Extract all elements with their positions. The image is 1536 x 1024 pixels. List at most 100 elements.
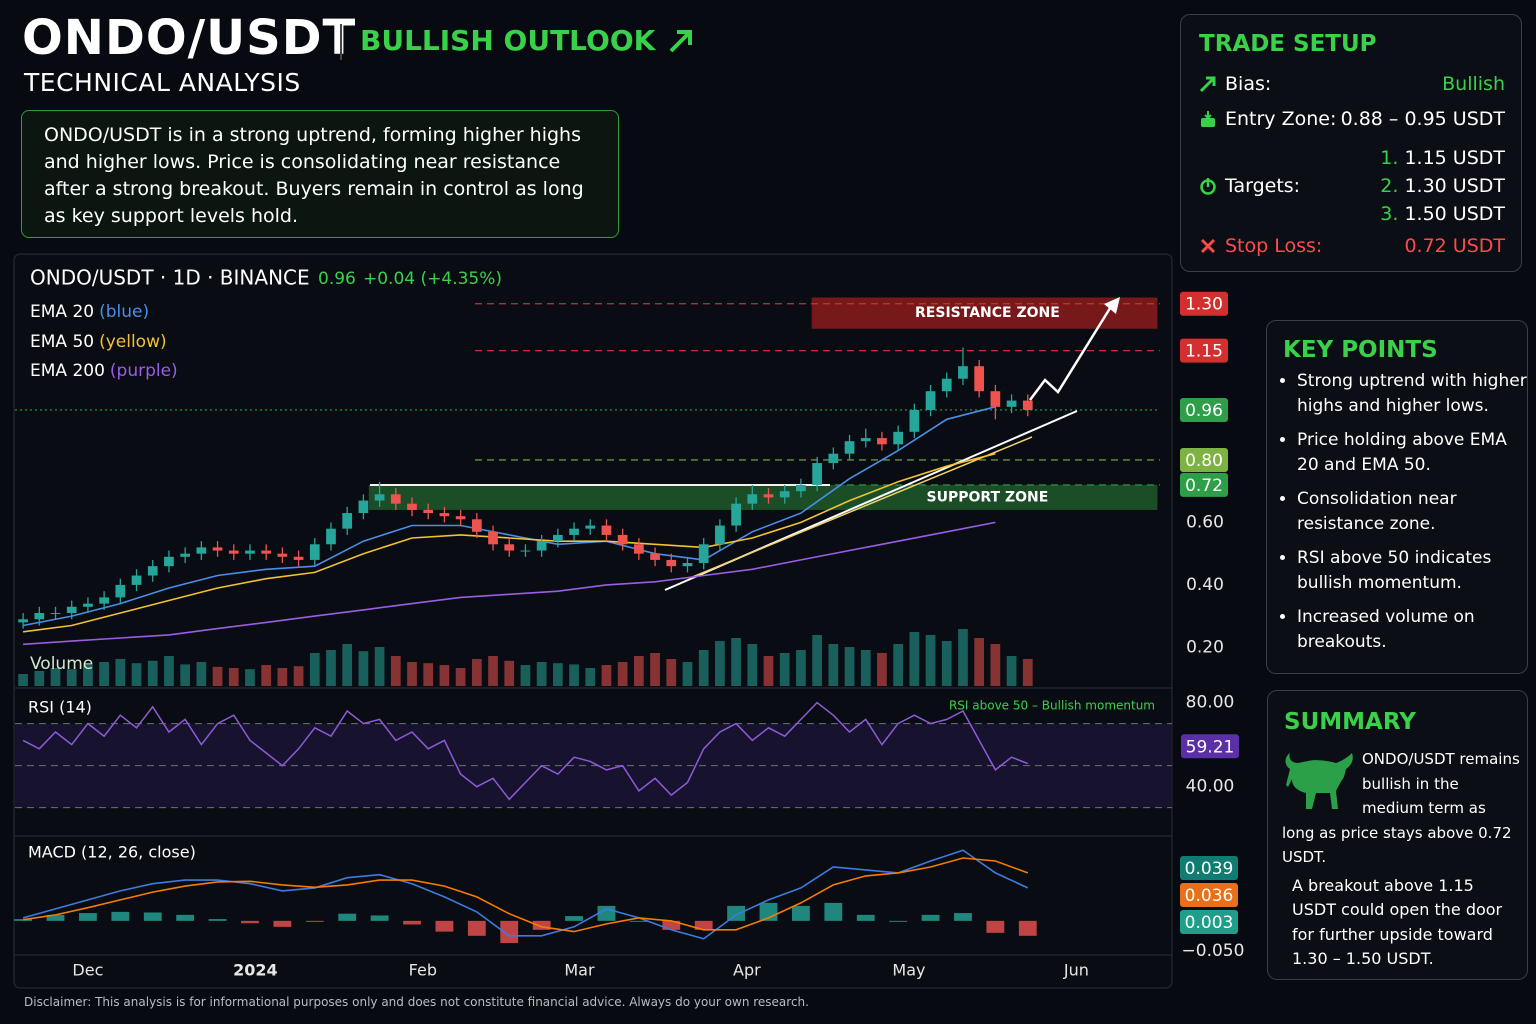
ema-line: [22, 406, 996, 627]
volume-bar: [34, 671, 45, 686]
candle-body: [488, 531, 498, 545]
volume-bar: [293, 666, 304, 686]
ema-legend: EMA 20 (blue) EMA 50 (yellow) EMA 200 (purple…: [30, 298, 178, 387]
x-tick-label: 2024: [233, 961, 278, 980]
candle-body: [650, 553, 660, 560]
histogram-bar: [46, 914, 65, 921]
label: Bias:: [1225, 73, 1272, 95]
candle-body: [50, 613, 61, 615]
histogram-bar: [176, 914, 195, 921]
x-tick-label: Dec: [72, 961, 103, 980]
histogram-bar: [694, 920, 713, 930]
volume-bar: [731, 638, 741, 686]
trendline: [689, 436, 1033, 579]
label: Targets:: [1225, 175, 1301, 197]
volume-bar: [650, 653, 660, 686]
macd-badge: [1180, 883, 1238, 907]
title-separator: [340, 24, 342, 60]
x-tick-label: Feb: [409, 961, 437, 980]
volume-bar: [439, 665, 450, 686]
histogram-bar: [370, 915, 389, 921]
key-point: Price holding above EMA 20 and EMA 50.: [1297, 428, 1527, 478]
candle-body: [277, 553, 288, 557]
zone: [368, 484, 1158, 510]
candle-body: [974, 366, 985, 392]
rsi-badge-label: 59.21: [1186, 737, 1235, 757]
histogram-bar: [824, 902, 843, 921]
histogram-bar: [273, 920, 292, 927]
legend-entry: EMA 200 (purple): [30, 357, 178, 387]
candle-body: [245, 550, 255, 554]
volume-bar: [812, 635, 822, 686]
volume-bar: [261, 665, 272, 686]
histogram-bar: [241, 920, 259, 924]
volume-bar: [115, 659, 126, 686]
candle-body: [682, 563, 693, 567]
candle-body: [828, 453, 839, 464]
summary-body: ONDO/USDT remains bullish in the medium …: [1282, 747, 1522, 976]
target: 1. 1.15 USDT: [1380, 147, 1505, 169]
level-badge: [1180, 447, 1228, 472]
volume-bar: [779, 653, 790, 686]
level-badge: [1180, 397, 1228, 422]
volume-bar: [1006, 656, 1017, 686]
volume-bar: [99, 662, 109, 686]
macd-badge-label: 0.036: [1185, 886, 1234, 906]
candle-body: [407, 503, 417, 510]
histogram-badge: [1180, 910, 1238, 934]
x-tick-label: Jun: [1063, 961, 1089, 980]
histogram-bar: [79, 913, 97, 921]
candle-body: [326, 528, 336, 545]
y-tick-label: −0.050: [1182, 941, 1245, 961]
last-price: 0.96: [318, 269, 356, 289]
volume-bar: [844, 647, 855, 686]
volume-bar: [131, 663, 142, 686]
entry-row: Entry Zone: 0.88 – 0.95 USDT: [1199, 108, 1505, 130]
outlook: BULLISH OUTLOOK: [360, 24, 695, 57]
candle-body: [536, 541, 547, 551]
volume-bar: [747, 644, 758, 686]
candle-body: [585, 525, 596, 529]
level-badge: [1180, 338, 1228, 363]
histogram-bar: [921, 914, 940, 921]
candle-body: [180, 553, 191, 557]
candle-body: [925, 391, 936, 410]
chart-frame: [13, 253, 1173, 989]
histogram-bar: [565, 916, 583, 921]
volume-bar: [796, 650, 806, 686]
volume-bar: [180, 664, 191, 686]
key-point: Consolidation near resistance zone.: [1297, 487, 1527, 537]
candle-body: [164, 556, 174, 567]
rsi-badge: [1181, 734, 1239, 759]
macd-line: [22, 849, 1029, 940]
candle-body: [83, 603, 93, 607]
projection-arrow: [1029, 304, 1114, 401]
legend-name: EMA 20: [30, 302, 95, 322]
volume-bar: [228, 668, 239, 686]
volume-bar: [763, 656, 774, 686]
volume-bar: [407, 662, 417, 686]
candle-body: [261, 550, 272, 554]
level-badge-label: 1.30: [1185, 295, 1223, 315]
volume-bar: [245, 669, 255, 686]
volume-bar: [974, 638, 985, 686]
bias-row: Bias: Bullish: [1199, 73, 1505, 95]
candle-body: [374, 494, 385, 501]
legend-name: EMA 50: [30, 331, 95, 352]
candle-body: [423, 509, 434, 514]
volume-bar: [358, 651, 369, 686]
volume-bar: [601, 665, 612, 686]
volume-bar: [682, 662, 693, 686]
candle-body: [504, 544, 515, 551]
volume-bar: [147, 660, 158, 686]
candle-body: [990, 391, 1001, 407]
histogram-bar: [727, 905, 746, 921]
ema-line: [22, 452, 996, 633]
candle-body: [666, 559, 677, 567]
disclaimer: Disclaimer: This analysis is for informa…: [24, 995, 809, 1009]
target: 3. 1.50 USDT: [1380, 203, 1505, 225]
entry-icon: [1201, 111, 1215, 127]
volume-label: Volume: [30, 654, 93, 674]
candle-body: [844, 441, 855, 454]
